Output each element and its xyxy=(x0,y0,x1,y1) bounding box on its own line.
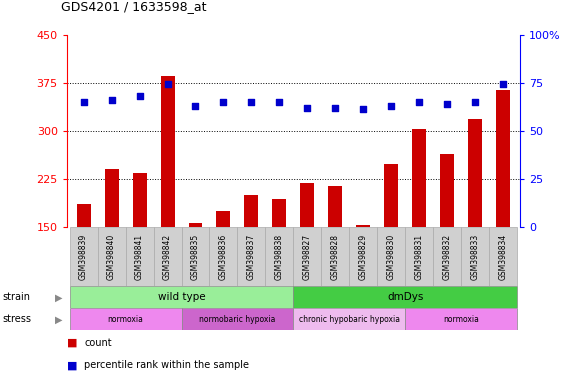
Text: count: count xyxy=(84,338,112,348)
Bar xyxy=(160,76,174,227)
Text: wild type: wild type xyxy=(157,292,205,303)
Bar xyxy=(433,227,461,286)
Point xyxy=(331,104,340,111)
Bar xyxy=(238,227,266,286)
Point xyxy=(219,99,228,105)
Bar xyxy=(105,169,119,227)
Point xyxy=(358,106,368,113)
Bar xyxy=(356,225,370,227)
Text: dmDys: dmDys xyxy=(387,292,424,303)
Text: GSM398839: GSM398839 xyxy=(79,233,88,280)
Point xyxy=(107,97,116,103)
Text: normoxia: normoxia xyxy=(107,315,144,324)
Text: GSM398838: GSM398838 xyxy=(275,233,284,280)
Bar xyxy=(489,227,517,286)
Point xyxy=(275,99,284,105)
Bar xyxy=(406,308,517,330)
Text: GSM398836: GSM398836 xyxy=(219,233,228,280)
Bar xyxy=(461,227,489,286)
Bar xyxy=(181,227,210,286)
Text: normoxia: normoxia xyxy=(443,315,479,324)
Bar xyxy=(293,286,517,308)
Text: ▶: ▶ xyxy=(55,314,62,324)
Text: GSM398837: GSM398837 xyxy=(247,233,256,280)
Text: GSM398842: GSM398842 xyxy=(163,233,172,280)
Bar xyxy=(70,227,98,286)
Bar xyxy=(98,227,125,286)
Text: GSM398841: GSM398841 xyxy=(135,233,144,280)
Point xyxy=(443,101,452,107)
Point xyxy=(303,104,312,111)
Bar xyxy=(132,174,146,227)
Text: strain: strain xyxy=(3,292,31,303)
Bar xyxy=(328,186,342,227)
Point xyxy=(79,99,88,105)
Text: GSM398828: GSM398828 xyxy=(331,233,340,280)
Bar xyxy=(349,227,377,286)
Point xyxy=(191,103,200,109)
Bar xyxy=(300,183,314,227)
Text: stress: stress xyxy=(3,314,32,324)
Bar xyxy=(468,119,482,227)
Text: GSM398830: GSM398830 xyxy=(387,233,396,280)
Text: GDS4201 / 1633598_at: GDS4201 / 1633598_at xyxy=(61,0,206,13)
Bar xyxy=(181,308,293,330)
Point xyxy=(163,81,172,88)
Bar xyxy=(377,227,406,286)
Point xyxy=(471,99,480,105)
Bar xyxy=(440,154,454,227)
Text: GSM398831: GSM398831 xyxy=(415,233,424,280)
Point xyxy=(247,99,256,105)
Bar xyxy=(153,227,181,286)
Text: ■: ■ xyxy=(67,360,77,370)
Point xyxy=(387,103,396,109)
Text: ■: ■ xyxy=(67,338,77,348)
Bar xyxy=(245,195,259,227)
Bar xyxy=(70,286,293,308)
Text: ▶: ▶ xyxy=(55,292,62,303)
Text: GSM398832: GSM398832 xyxy=(443,233,452,280)
Point xyxy=(135,93,144,99)
Bar xyxy=(406,227,433,286)
Bar xyxy=(413,129,426,227)
Text: GSM398840: GSM398840 xyxy=(107,233,116,280)
Bar xyxy=(496,90,510,227)
Bar xyxy=(188,223,203,227)
Bar xyxy=(272,199,286,227)
Point xyxy=(415,99,424,105)
Bar xyxy=(321,227,349,286)
Bar xyxy=(70,308,181,330)
Text: chronic hypobaric hypoxia: chronic hypobaric hypoxia xyxy=(299,315,400,324)
Bar xyxy=(384,164,399,227)
Bar xyxy=(77,204,91,227)
Bar xyxy=(293,227,321,286)
Bar xyxy=(210,227,238,286)
Text: GSM398833: GSM398833 xyxy=(471,233,480,280)
Text: GSM398829: GSM398829 xyxy=(359,233,368,280)
Bar xyxy=(293,308,406,330)
Text: percentile rank within the sample: percentile rank within the sample xyxy=(84,360,249,370)
Bar xyxy=(217,210,231,227)
Point xyxy=(498,81,508,88)
Bar xyxy=(125,227,153,286)
Bar xyxy=(266,227,293,286)
Text: normobaric hypoxia: normobaric hypoxia xyxy=(199,315,275,324)
Text: GSM398834: GSM398834 xyxy=(498,233,508,280)
Text: GSM398827: GSM398827 xyxy=(303,233,312,280)
Text: GSM398835: GSM398835 xyxy=(191,233,200,280)
